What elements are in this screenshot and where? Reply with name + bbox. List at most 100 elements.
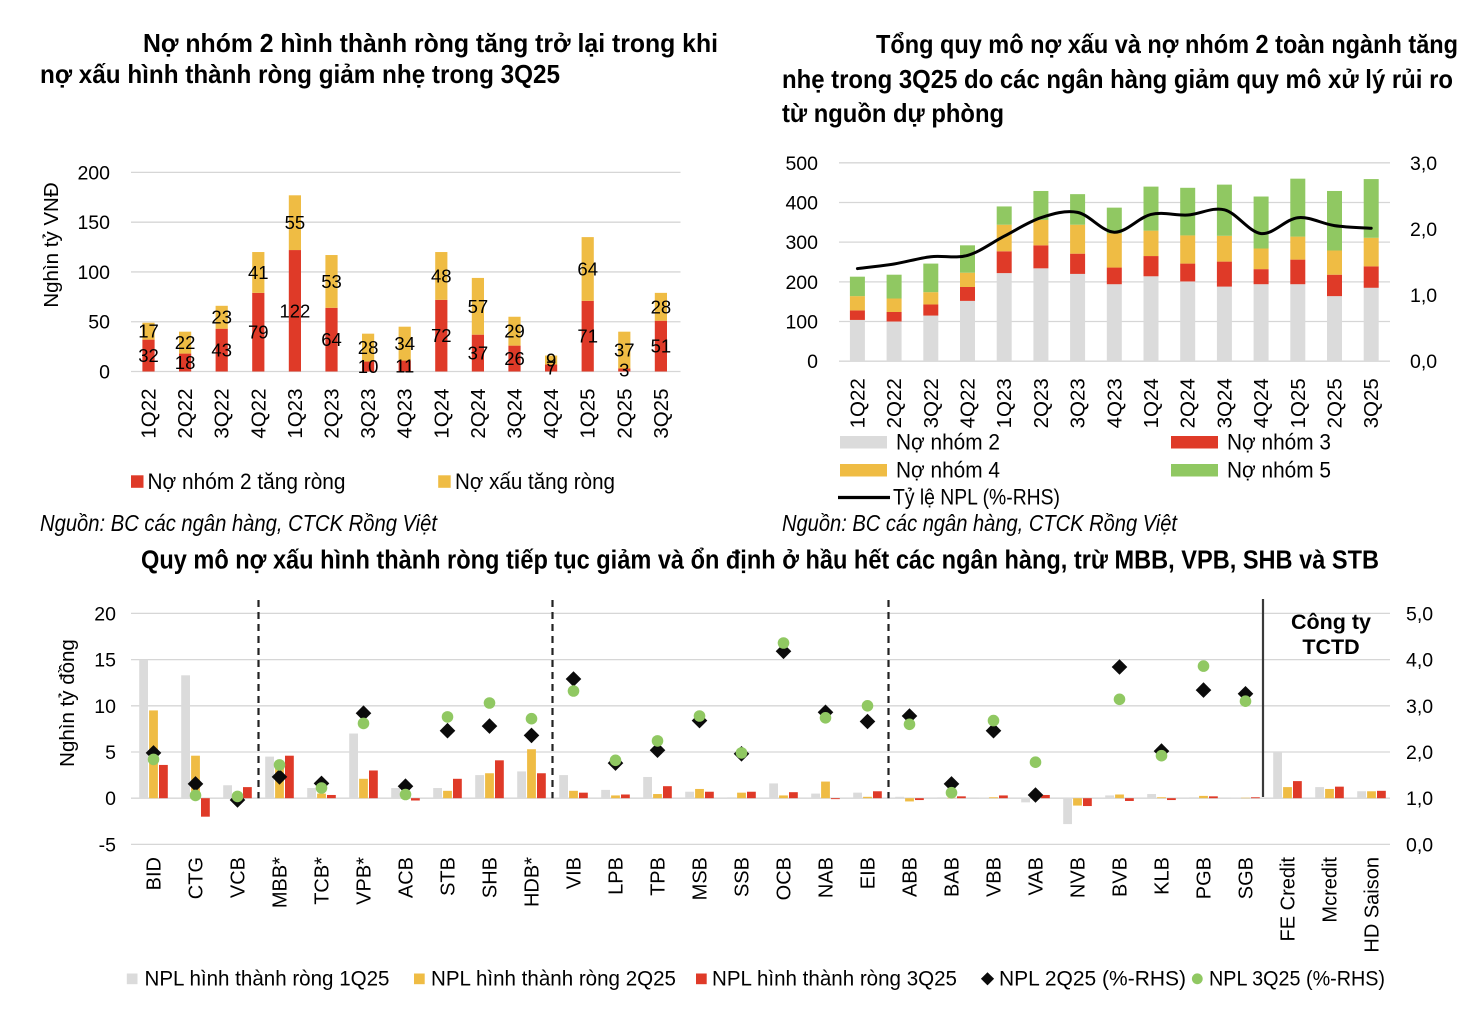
svg-text:Nợ nhóm 5: Nợ nhóm 5	[1227, 458, 1331, 483]
svg-text:20: 20	[94, 603, 116, 625]
svg-text:OCB: OCB	[774, 857, 796, 900]
svg-text:122: 122	[279, 300, 310, 321]
svg-text:28: 28	[358, 337, 379, 358]
svg-text:VAB: VAB	[1026, 857, 1048, 896]
svg-text:HD Saison: HD Saison	[1362, 857, 1384, 953]
svg-text:1Q23: 1Q23	[284, 389, 307, 439]
svg-text:9: 9	[546, 350, 556, 371]
svg-text:3Q22: 3Q22	[211, 389, 234, 439]
svg-text:10: 10	[358, 356, 379, 377]
svg-text:SGB: SGB	[1236, 857, 1258, 899]
svg-text:2Q23: 2Q23	[321, 389, 344, 439]
svg-text:48: 48	[431, 265, 452, 286]
svg-text:26: 26	[504, 348, 525, 369]
svg-text:37: 37	[614, 340, 635, 361]
svg-text:7: 7	[546, 358, 556, 379]
svg-text:Công ty: Công ty	[1291, 610, 1371, 634]
svg-text:CTG: CTG	[186, 857, 208, 899]
svg-text:SHB: SHB	[480, 857, 502, 898]
svg-text:TPB: TPB	[648, 857, 670, 896]
svg-text:79: 79	[248, 322, 269, 343]
svg-text:ACB: ACB	[396, 857, 418, 898]
svg-text:NVB: NVB	[1068, 857, 1090, 898]
svg-text:200: 200	[77, 162, 110, 184]
svg-text:Nợ nhóm 4: Nợ nhóm 4	[896, 458, 1000, 483]
svg-text:22: 22	[175, 332, 196, 353]
svg-text:17: 17	[138, 321, 159, 342]
svg-text:150: 150	[77, 212, 110, 234]
svg-text:NPL 3Q25 (%-RHS): NPL 3Q25 (%-RHS)	[1209, 967, 1385, 991]
svg-text:Tổng quy mô nợ xấu và nợ nhóm: Tổng quy mô nợ xấu và nợ nhóm 2 toàn ngà…	[876, 29, 1458, 59]
svg-text:1Q24: 1Q24	[1140, 378, 1163, 428]
svg-text:Nghìn tỷ VNĐ: Nghìn tỷ VNĐ	[40, 182, 63, 307]
svg-text:300: 300	[785, 232, 818, 254]
svg-text:NPL hình thành ròng 1Q25: NPL hình thành ròng 1Q25	[145, 967, 390, 991]
svg-text:5,0: 5,0	[1406, 603, 1433, 625]
svg-text:4,0: 4,0	[1406, 650, 1433, 672]
svg-text:1,0: 1,0	[1410, 285, 1437, 307]
svg-text:400: 400	[785, 193, 818, 215]
svg-text:3Q24: 3Q24	[1213, 378, 1236, 428]
svg-text:32: 32	[138, 345, 159, 366]
svg-text:37: 37	[468, 343, 489, 364]
svg-text:3Q24: 3Q24	[504, 389, 527, 439]
svg-text:NAB: NAB	[816, 857, 838, 898]
svg-text:1Q25: 1Q25	[1287, 378, 1310, 428]
svg-text:TCTD: TCTD	[1302, 635, 1359, 659]
svg-text:BAB: BAB	[942, 857, 964, 897]
svg-text:Nguồn: BC các ngân hàng, CTCK: Nguồn: BC các ngân hàng, CTCK Rồng Việt	[782, 510, 1178, 536]
svg-text:15: 15	[94, 650, 116, 672]
svg-text:Quy mô nợ xấu hình thành ròng: Quy mô nợ xấu hình thành ròng tiếp tục g…	[141, 547, 1379, 575]
svg-text:MBB*: MBB*	[270, 857, 292, 908]
svg-text:Nguồn: BC các ngân hàng, CTCK: Nguồn: BC các ngân hàng, CTCK Rồng Việt	[40, 510, 438, 536]
svg-text:100: 100	[77, 262, 110, 284]
svg-text:10: 10	[94, 696, 116, 718]
svg-text:23: 23	[211, 307, 232, 328]
svg-text:4Q23: 4Q23	[1103, 378, 1126, 428]
svg-text:3Q23: 3Q23	[357, 389, 380, 439]
svg-text:34: 34	[394, 333, 415, 354]
svg-text:51: 51	[651, 336, 672, 357]
svg-text:từ nguồn dự phòng: từ nguồn dự phòng	[782, 98, 1004, 128]
svg-text:1Q25: 1Q25	[577, 389, 600, 439]
svg-text:Nghìn tỷ đồng: Nghìn tỷ đồng	[56, 639, 79, 767]
svg-text:5: 5	[105, 742, 116, 764]
svg-text:SSB: SSB	[732, 857, 754, 897]
svg-text:2,0: 2,0	[1406, 742, 1433, 764]
svg-text:72: 72	[431, 325, 452, 346]
svg-text:TCB*: TCB*	[312, 857, 334, 905]
svg-text:BID: BID	[144, 857, 166, 890]
svg-text:29: 29	[504, 321, 525, 342]
svg-text:STB: STB	[438, 857, 460, 896]
svg-text:3Q22: 3Q22	[920, 378, 943, 428]
svg-text:2Q24: 2Q24	[467, 389, 490, 439]
svg-text:1,0: 1,0	[1406, 788, 1433, 810]
svg-text:0,0: 0,0	[1410, 351, 1437, 373]
svg-text:Nợ nhóm 2 tăng ròng: Nợ nhóm 2 tăng ròng	[148, 469, 346, 494]
svg-text:3,0: 3,0	[1410, 153, 1437, 175]
svg-text:ABB: ABB	[900, 857, 922, 897]
svg-text:3Q23: 3Q23	[1067, 378, 1090, 428]
svg-text:NPL 2Q25 (%-RHS): NPL 2Q25 (%-RHS)	[999, 967, 1186, 991]
svg-text:NPL hình thành ròng 3Q25: NPL hình thành ròng 3Q25	[712, 967, 957, 991]
svg-text:71: 71	[577, 326, 598, 347]
svg-text:1Q22: 1Q22	[846, 378, 869, 428]
svg-text:2Q22: 2Q22	[174, 389, 197, 439]
svg-text:11: 11	[395, 356, 414, 377]
svg-text:1Q22: 1Q22	[138, 389, 161, 439]
svg-text:VCB: VCB	[228, 857, 250, 898]
svg-text:Nợ nhóm 3: Nợ nhóm 3	[1227, 430, 1331, 455]
svg-text:3Q25: 3Q25	[650, 389, 673, 439]
svg-text:NPL hình thành ròng 2Q25: NPL hình thành ròng 2Q25	[431, 967, 676, 991]
svg-text:Nợ nhóm 2: Nợ nhóm 2	[896, 430, 1000, 455]
svg-text:4Q23: 4Q23	[394, 389, 417, 439]
svg-text:KLB: KLB	[1152, 857, 1174, 895]
svg-text:57: 57	[468, 296, 489, 317]
svg-text:1Q24: 1Q24	[430, 389, 453, 439]
svg-text:50: 50	[88, 312, 110, 334]
svg-text:HDB*: HDB*	[522, 857, 544, 907]
svg-text:200: 200	[785, 272, 818, 294]
svg-text:VBB: VBB	[984, 857, 1006, 897]
svg-text:64: 64	[577, 259, 598, 280]
svg-text:0: 0	[105, 788, 116, 810]
